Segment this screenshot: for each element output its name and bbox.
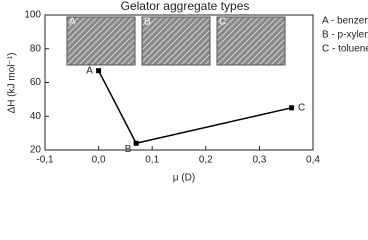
legend-note: B - p-xylene	[322, 30, 368, 41]
y-tick-label: 60	[30, 77, 42, 88]
inset-image	[216, 16, 286, 66]
point-label: A	[86, 65, 93, 76]
data-point	[96, 68, 102, 74]
inset-image	[141, 16, 211, 66]
y-tick-label: 100	[24, 10, 41, 21]
legend-note: C - toluene	[322, 44, 368, 55]
inset-image	[66, 16, 136, 66]
data-point	[133, 140, 139, 146]
legend-note: A - benzene	[322, 16, 368, 27]
chart: Gelator aggregate types μ (D) ΔH (kJ mol…	[7, 0, 368, 184]
y-axis-label: ΔH (kJ mol⁻¹)	[7, 53, 18, 114]
x-tick-label: 0,4	[306, 155, 320, 166]
x-tick-label: 0,0	[92, 155, 106, 166]
x-tick-label: 0,1	[145, 155, 159, 166]
chart-title: Gelator aggregate types	[121, 0, 250, 13]
x-tick-label: 0,3	[252, 155, 266, 166]
y-tick-label: 20	[30, 145, 42, 156]
data-point	[289, 105, 295, 111]
point-label: B	[125, 144, 132, 155]
y-tick-label: 40	[30, 111, 42, 122]
y-tick-label: 80	[30, 43, 42, 54]
inset-label: A	[69, 17, 76, 28]
point-label: C	[298, 102, 305, 113]
x-tick-label: 0,2	[199, 155, 213, 166]
inset-label: B	[144, 17, 151, 28]
inset-label: C	[219, 17, 226, 28]
x-tick-label: -0,1	[36, 155, 54, 166]
data-line	[97, 70, 292, 145]
x-axis-label: μ (D)	[173, 173, 195, 184]
